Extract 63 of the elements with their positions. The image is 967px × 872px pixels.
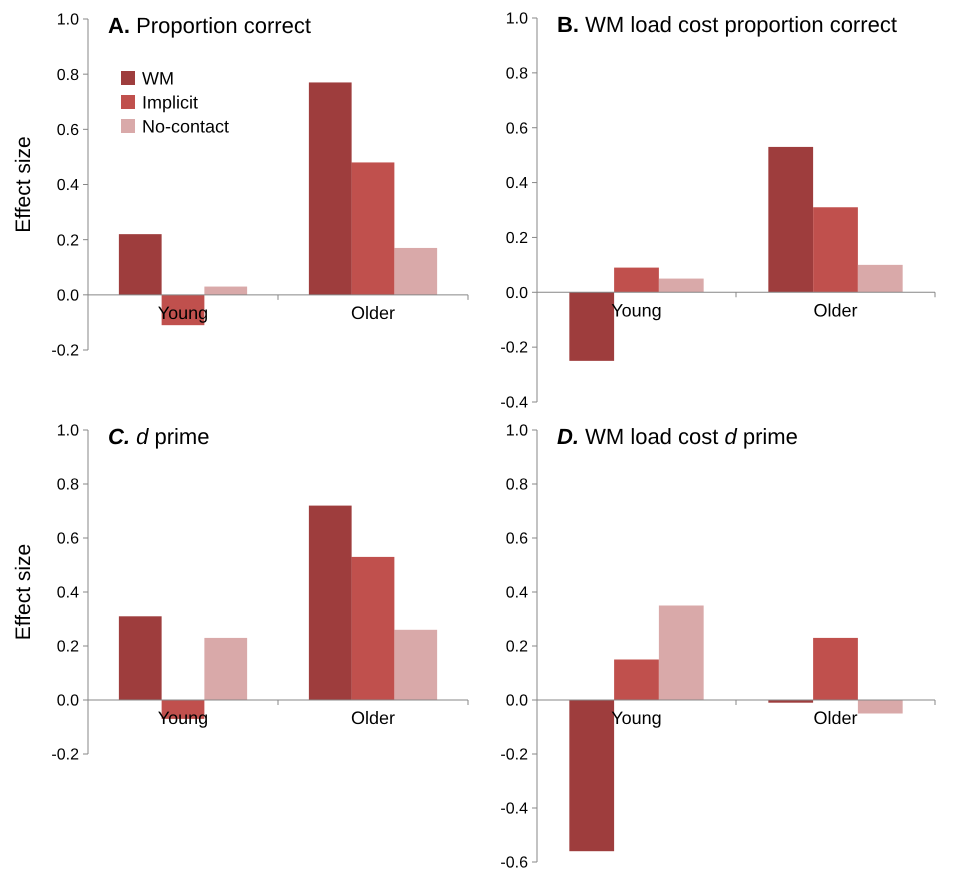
x-tick-label: Older (350, 302, 396, 323)
bar (352, 556, 394, 700)
y-tick-label: -0.2 (500, 340, 528, 357)
chart-title: C. d prime (108, 424, 210, 449)
y-tick-label: 0.2 (506, 230, 528, 248)
legend-label: No-contact (142, 116, 230, 136)
y-tick-label: -0.2 (500, 746, 528, 764)
bar (308, 82, 352, 295)
legend-label: Implicit (142, 92, 198, 112)
x-tick-label: Older (350, 708, 396, 728)
bar (813, 207, 858, 292)
chart-title: A. Proportion correct (108, 13, 311, 38)
bar (614, 660, 659, 700)
y-tick-label: 0.0 (56, 287, 80, 304)
bar (308, 506, 352, 700)
bar (204, 638, 248, 700)
bar (858, 700, 903, 714)
bar (394, 630, 438, 700)
y-tick-label: 0.6 (506, 530, 528, 548)
y-tick-label: 0.2 (506, 638, 528, 656)
y-tick-label: 0.2 (56, 232, 80, 250)
y-tick-label: 1.0 (56, 422, 80, 440)
bar (204, 286, 248, 295)
y-tick-label: 1.0 (56, 12, 80, 29)
x-tick-label: Older (813, 708, 858, 728)
y-tick-label: -0.4 (500, 394, 528, 412)
y-tick-label: -0.2 (51, 342, 80, 360)
y-tick-label: -0.6 (500, 854, 528, 872)
bar (352, 162, 394, 295)
y-tick-label: 0.2 (56, 638, 80, 656)
bar (768, 146, 814, 292)
y-tick-label: 0.6 (56, 122, 80, 139)
y-tick-label: 0.6 (506, 120, 528, 138)
bar (614, 268, 659, 292)
y-tick-label: 1.0 (506, 10, 528, 28)
chart-title: B. WM load cost proportion correct (557, 12, 897, 37)
y-tick-label: 0.0 (56, 692, 80, 710)
y-tick-label: 1.0 (506, 422, 528, 440)
bar (658, 278, 704, 292)
bar (858, 264, 903, 292)
legend-label: WM (142, 68, 174, 88)
bar (394, 248, 438, 295)
bar (813, 638, 858, 700)
y-tick-label: 0.8 (56, 476, 80, 494)
bar (658, 606, 704, 700)
y-tick-label: 0.8 (506, 65, 528, 82)
y-tick-label: -0.2 (51, 746, 80, 764)
y-tick-label: 0.8 (56, 66, 80, 84)
y-tick-label: 0.6 (56, 530, 80, 548)
y-tick-label: -0.4 (500, 800, 528, 818)
y-tick-label: 0.4 (56, 177, 80, 194)
bar (118, 234, 162, 295)
chart-title: D. WM load cost d prime (557, 424, 798, 449)
y-tick-label: 0.4 (56, 584, 80, 602)
y-tick-label: 0.8 (506, 476, 528, 494)
y-tick-label: 0.0 (506, 284, 528, 302)
y-axis-title: Effect size (12, 544, 35, 640)
x-tick-label: Older (813, 300, 858, 320)
y-axis-title: Effect size (12, 136, 35, 233)
y-tick-label: 0.4 (506, 584, 528, 602)
y-tick-label: 0.4 (506, 175, 528, 192)
y-tick-label: 0.0 (506, 692, 528, 710)
bar (118, 616, 162, 700)
